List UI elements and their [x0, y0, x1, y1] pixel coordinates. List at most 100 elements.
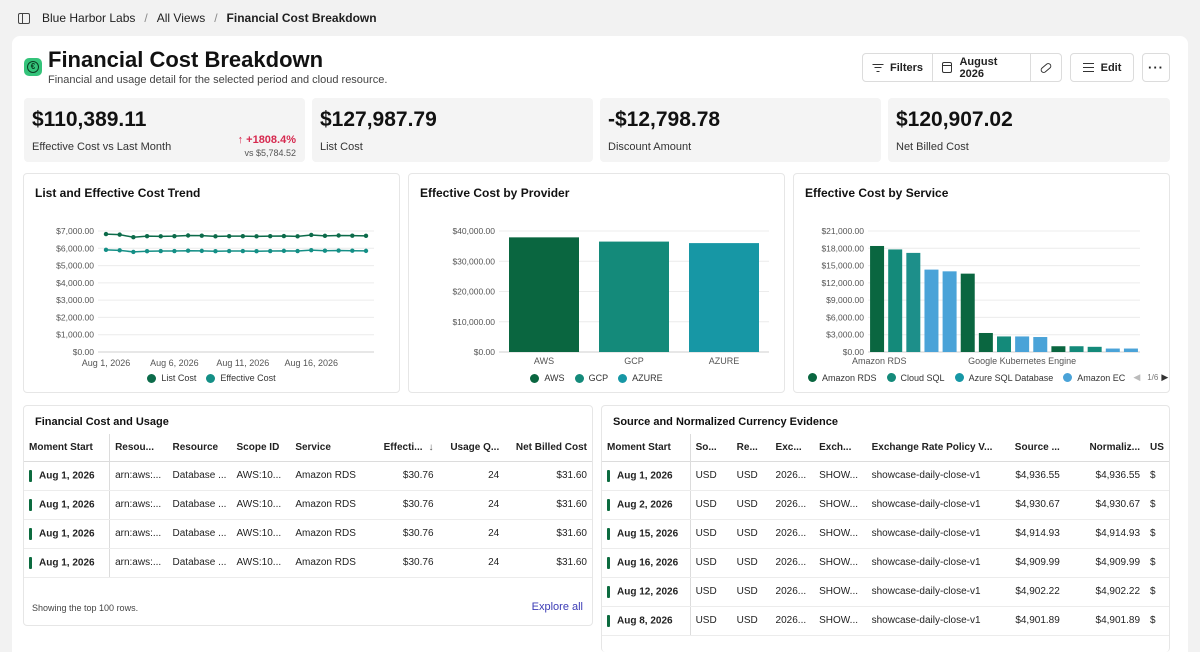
series-line [105, 249, 367, 253]
table-cell: Amazon RDS [290, 548, 365, 578]
usage-table-card: Financial Cost and Usage Moment Start Res… [23, 405, 593, 626]
table-row[interactable]: Aug 16, 2026 USD USD 2026... SHOW... showcase… [602, 548, 1169, 578]
row-marker [29, 469, 32, 482]
data-point [350, 248, 355, 253]
column-header[interactable]: Exchange Rate Policy V... [866, 434, 1007, 462]
sliders-icon [1082, 63, 1094, 73]
legend-item-gcp[interactable]: GCP [574, 373, 609, 383]
column-header[interactable]: So... [690, 434, 732, 462]
table-cell: $30.76 [364, 490, 439, 520]
column-header[interactable]: Moment Start [602, 434, 691, 462]
x-tick-label: Amazon RDS [852, 356, 907, 366]
more-options-button[interactable]: ··· [1142, 53, 1170, 82]
table-cell: $4,901.89 [1006, 606, 1065, 636]
sort-descending-icon[interactable]: ↓ [428, 441, 434, 453]
currency-table: Moment Start So... Re... Exc... Exch... Excha… [602, 434, 1169, 636]
table-row[interactable]: Aug 1, 2026 arn:aws:... Database ... AWS:10… [24, 461, 592, 491]
column-header[interactable]: Usage Q... [438, 434, 505, 462]
data-point [103, 247, 109, 253]
table-cell: $4,901.89 [1064, 606, 1146, 636]
legend-next-icon[interactable]: ▶ [1161, 372, 1169, 382]
table-cell: USD [690, 461, 732, 491]
data-point [103, 231, 109, 237]
x-tick-label: Aug 6, 2026 [150, 358, 199, 368]
legend-item-azure-sql[interactable]: Azure SQL Database [954, 373, 1053, 383]
column-header[interactable]: Exc... [770, 434, 815, 462]
table-cell: $ [1145, 548, 1169, 578]
table-row[interactable]: Aug 8, 2026 USD USD 2026... SHOW... showcase-… [602, 606, 1169, 636]
table-cell: $30.76 [364, 519, 439, 549]
sidebar-toggle-icon[interactable] [18, 12, 30, 24]
period-picker[interactable]: August 2026 [932, 54, 1030, 81]
table-cell: SHOW... [814, 606, 867, 636]
data-point [336, 233, 341, 238]
euro-icon: € [24, 58, 42, 76]
bar [599, 241, 669, 352]
chart-title: Effective Cost by Service [805, 186, 949, 200]
table-cell: SHOW... [814, 577, 867, 607]
table-row[interactable]: Aug 1, 2026 USD USD 2026... SHOW... showcase-… [602, 461, 1169, 491]
breadcrumb-org[interactable]: Blue Harbor Labs [42, 11, 136, 25]
provider-chart: $0.00 $10,000.00 $20,000.00 $30,000.00 $40,0… [452, 226, 769, 366]
column-header[interactable]: Source ... [1006, 434, 1065, 462]
table-title: Financial Cost and Usage [35, 416, 169, 428]
legend-label: GCP [588, 373, 609, 383]
table-cell: showcase-daily-close-v1 [866, 577, 1007, 607]
column-header[interactable]: Service [290, 434, 365, 462]
currency-table-card: Source and Normalized Currency Evidence … [601, 405, 1170, 652]
x-tick-label: Google Kubernetes Engine [968, 356, 1076, 366]
table-row[interactable]: Aug 1, 2026 arn:aws:... Database ... AWS:10… [24, 548, 592, 578]
copy-link-button[interactable] [1030, 54, 1061, 81]
kpi-label: Net Billed Cost [896, 141, 969, 153]
table-cell: Aug 1, 2026 [24, 490, 111, 520]
legend-item-azure[interactable]: AZURE [618, 373, 663, 383]
y-tick-label: $21,000.00 [821, 226, 864, 236]
table-row[interactable]: Aug 2, 2026 USD USD 2026... SHOW... showcase-… [602, 490, 1169, 520]
data-point [213, 234, 218, 239]
table-cell: 2026... [770, 461, 815, 491]
table-cell: 24 [438, 490, 505, 520]
table-cell: 24 [438, 519, 505, 549]
x-tick-label: AZURE [709, 356, 740, 366]
explore-all-link[interactable]: Explore all [531, 601, 583, 613]
row-marker [607, 498, 610, 511]
table-cell: showcase-daily-close-v1 [866, 490, 1007, 520]
legend-item-list-cost[interactable]: List Cost [147, 373, 196, 383]
legend-prev-icon[interactable]: ◀ [1133, 372, 1141, 382]
column-header[interactable]: Effecti... ↓ [364, 434, 439, 462]
column-header[interactable]: Normaliz... [1064, 434, 1146, 462]
table-cell: $4,909.99 [1006, 548, 1065, 578]
breadcrumb-bar: Blue Harbor Labs / All Views / Financial… [0, 0, 1200, 36]
filters-button[interactable]: Filters [863, 54, 932, 81]
table-cell: $ [1145, 461, 1169, 491]
legend-item-aws[interactable]: AWS [530, 373, 565, 383]
row-marker [29, 556, 32, 569]
row-marker [607, 585, 610, 598]
table-row[interactable]: Aug 1, 2026 arn:aws:... Database ... AWS:10… [24, 519, 592, 549]
column-header[interactable]: Net Billed Cost [504, 434, 592, 462]
table-row[interactable]: Aug 12, 2026 USD USD 2026... SHOW... showcase… [602, 577, 1169, 607]
breadcrumb-all-views[interactable]: All Views [156, 11, 206, 25]
column-header[interactable]: US [1145, 434, 1169, 462]
legend-item-amazon-rds[interactable]: Amazon RDS [808, 373, 877, 383]
table-cell: $4,936.55 [1064, 461, 1146, 491]
legend-item-cloud-sql[interactable]: Cloud SQL [886, 373, 945, 383]
service-chart: $0.00 $3,000.00 $6,000.00 $9,000.00 $12,000.… [821, 226, 1140, 366]
legend-item-amazon-ec[interactable]: Amazon EC [1063, 373, 1125, 383]
column-header[interactable]: Scope ID [231, 434, 291, 462]
table-row[interactable]: Aug 15, 2026 USD USD 2026... SHOW... showcase… [602, 519, 1169, 549]
data-point [185, 233, 191, 238]
table-row[interactable]: Aug 1, 2026 arn:aws:... Database ... AWS:10… [24, 490, 592, 520]
column-header[interactable]: Exch... [814, 434, 867, 462]
column-header[interactable]: Re... [731, 434, 771, 462]
table-cell: USD [731, 461, 771, 491]
column-header[interactable]: Resou... [109, 434, 168, 462]
column-header[interactable]: Resource [167, 434, 232, 462]
edit-button[interactable]: Edit [1070, 53, 1134, 82]
table-cell: $4,914.93 [1006, 519, 1065, 549]
legend-item-effective-cost[interactable]: Effective Cost [206, 373, 276, 383]
data-point [199, 233, 204, 238]
kpi-list-cost: $127,987.79 List Cost [312, 98, 593, 162]
column-header[interactable]: Moment Start [24, 434, 111, 462]
bar [509, 237, 579, 352]
